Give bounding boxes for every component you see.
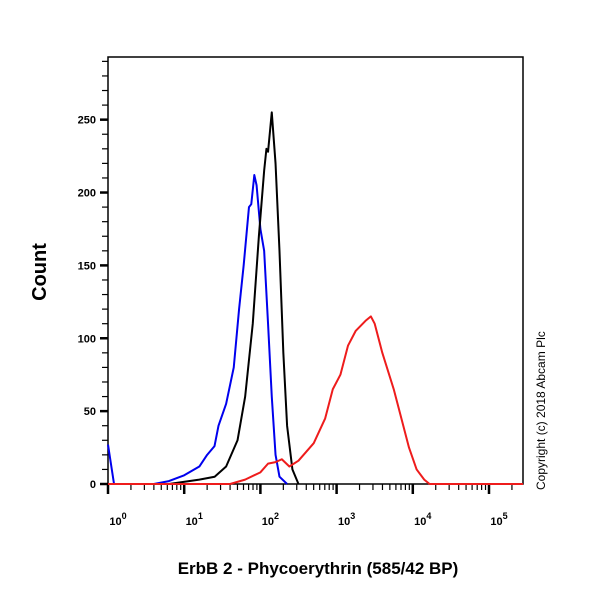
x-tick-base: 10 — [414, 516, 426, 528]
histogram-series-1 — [108, 111, 300, 485]
x-tick-base: 10 — [109, 516, 121, 528]
x-tick-exponent: 1 — [198, 511, 203, 521]
y-tick-label: 0 — [90, 479, 96, 491]
y-tick-label: 100 — [78, 333, 96, 345]
x-tick-label: 105 — [490, 511, 507, 528]
x-tick-exponent: 3 — [350, 511, 355, 521]
x-tick-label: 100 — [109, 511, 126, 528]
y-tick-label: 50 — [84, 406, 96, 418]
x-tick-exponent: 2 — [274, 511, 279, 521]
histogram-series-0 — [107, 174, 288, 485]
x-tick-label: 102 — [262, 511, 279, 528]
y-tick-label: 150 — [78, 260, 96, 272]
x-tick-exponent: 5 — [503, 511, 508, 521]
histogram-series-2 — [108, 315, 523, 485]
y-tick-label: 200 — [78, 188, 96, 200]
x-tick-exponent: 4 — [426, 511, 431, 521]
x-tick-base: 10 — [490, 516, 502, 528]
x-tick-base: 10 — [186, 516, 198, 528]
copyright-text: Copyright (c) 2018 Abcam Plc — [534, 331, 548, 490]
plot-frame — [107, 56, 524, 485]
x-tick-exponent: 0 — [122, 511, 127, 521]
x-tick-base: 10 — [338, 516, 350, 528]
x-tick-label: 104 — [414, 511, 431, 528]
x-tick-base: 10 — [262, 516, 274, 528]
y-axis-label: Count — [29, 243, 51, 301]
x-axis-label: ErbB 2 - Phycoerythrin (585/42 BP) — [178, 559, 459, 578]
x-tick-label: 103 — [338, 511, 355, 528]
x-tick-label: 101 — [186, 511, 203, 528]
y-tick-label: 250 — [78, 115, 96, 127]
